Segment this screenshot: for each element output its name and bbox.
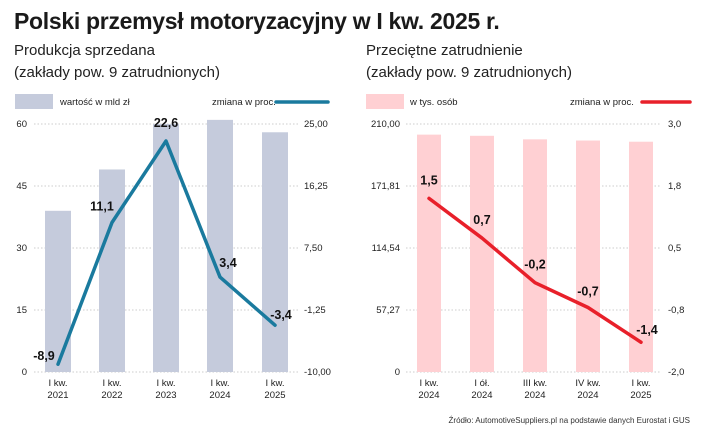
left-x-tick-label: 2021 [47,390,68,401]
left-data-label: 3,4 [219,256,236,270]
left-bar [207,119,233,372]
right-chart-subtitle: (zakłady pow. 9 zatrudnionych) [366,64,572,81]
left-data-label: -3,4 [270,308,292,322]
right-y-left-tick-label: 210,00 [371,119,400,130]
right-y-right-tick-label: -2,0 [668,367,684,378]
right-y-right-tick-label: 0,5 [668,243,681,254]
left-y-left-tick-label: 15 [16,305,27,316]
right-y-right-tick-label: 1,8 [668,181,681,192]
left-series-line [56,139,277,366]
main-title: Polski przemysł motoryzacyjny w I kw. 20… [14,8,500,34]
right-x-tick-label: 2024 [471,390,492,401]
left-y-right-tick-label: 16,25 [304,181,328,192]
right-chart-title: Przeciętne zatrudnienie [366,42,523,59]
left-y-left-tick-label: 60 [16,119,27,130]
right-bar [576,140,600,372]
left-legend-line-label: zmiana w proc. [212,97,276,108]
right-x-tick-label: I kw. [419,378,438,389]
left-bar [262,132,288,372]
left-chart-subtitle: (zakłady pow. 9 zatrudnionych) [14,64,220,81]
left-y-right-tick-label: -1,25 [304,305,326,316]
right-x-tick-label: 2024 [524,390,545,401]
left-x-tick-label: 2022 [101,390,122,401]
right-data-label: 1,5 [420,173,437,187]
left-x-tick-label: 2024 [209,390,230,401]
right-legend-bar-swatch [366,94,404,109]
right-data-label: 0,7 [473,213,490,227]
left-x-tick-label: 2025 [264,390,285,401]
left-data-label: -8,9 [33,349,55,363]
right-bar [417,134,441,372]
right-x-tick-label: IV kw. [575,378,600,389]
right-bar [523,139,547,372]
left-y-left-tick-label: 0 [22,367,27,378]
right-y-right-tick-label: 3,0 [668,119,681,130]
left-y-left-tick-label: 30 [16,243,27,254]
right-x-tick-label: 2024 [577,390,598,401]
right-x-tick-label: III kw. [523,378,547,389]
left-legend-bar-swatch [15,94,53,109]
right-y-left-tick-label: 57,27 [376,305,400,316]
left-chart-title: Produkcja sprzedana [14,42,155,59]
right-bar [629,141,653,372]
left-y-right-tick-label: 25,00 [304,119,328,130]
left-x-tick-label: I kw. [102,378,121,389]
left-x-tick-label: I kw. [210,378,229,389]
left-y-right-tick-label: 7,50 [304,243,323,254]
right-x-tick-label: 2025 [630,390,651,401]
right-y-left-tick-label: 0 [395,367,400,378]
left-y-right-tick-label: -10,00 [304,367,331,378]
right-x-tick-label: 2024 [418,390,439,401]
right-y-right-tick-label: -0,8 [668,305,684,316]
left-data-label: 11,1 [90,199,114,213]
right-y-left-tick-label: 171,81 [371,181,400,192]
left-x-tick-label: I kw. [265,378,284,389]
left-y-left-tick-label: 45 [16,181,27,192]
right-bar [470,135,494,372]
left-bar [45,210,71,372]
left-legend-bar-label: wartość w mld zł [59,97,131,108]
right-y-left-tick-label: 114,54 [372,243,400,254]
right-data-label: -0,7 [577,285,599,299]
left-bar [99,169,125,372]
right-x-tick-label: I kw. [631,378,650,389]
right-legend-bar-label: w tys. osób [409,97,458,108]
left-x-tick-label: I kw. [156,378,175,389]
left-x-tick-label: 2023 [155,390,176,401]
right-data-label: -0,2 [524,258,546,272]
left-x-tick-label: I kw. [48,378,67,389]
right-series-line [427,196,643,344]
right-legend-line-label: zmiana w proc. [570,97,634,108]
right-data-label: -1,4 [636,323,658,337]
left-data-label: 22,6 [154,116,178,130]
right-x-tick-label: I ół. [474,378,489,389]
source-note: Źródło: AutomotiveSuppliers.pl na podsta… [448,416,690,425]
